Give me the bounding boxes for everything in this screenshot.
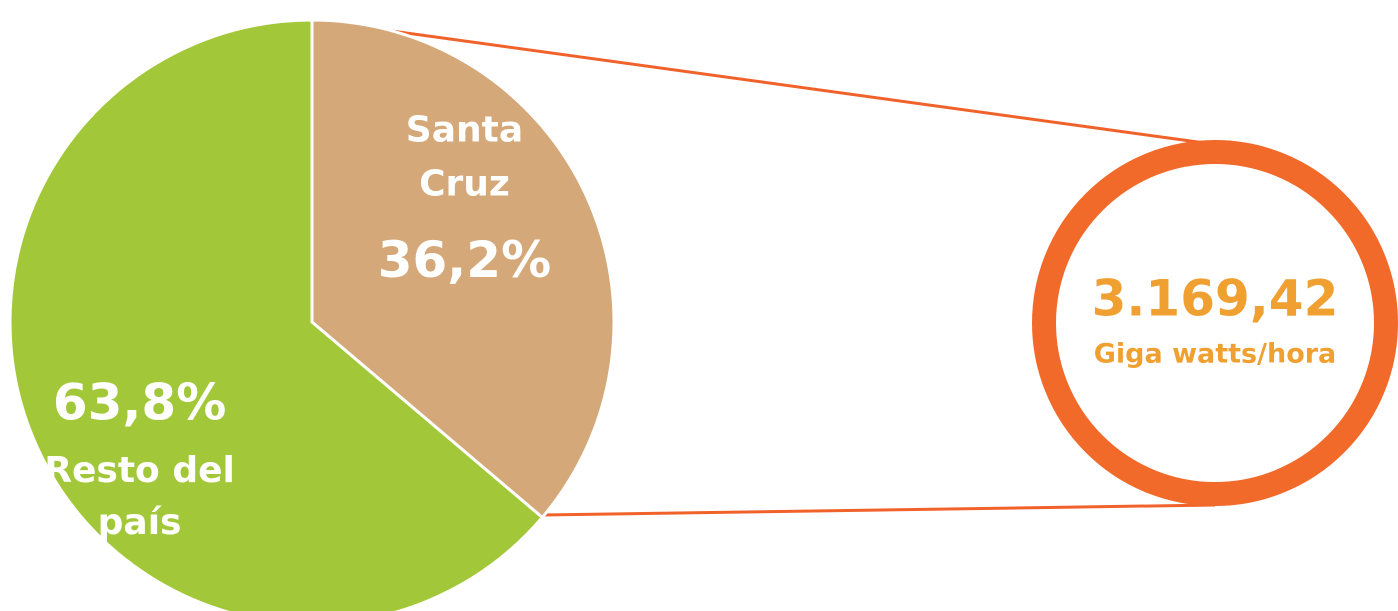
slice-label: Resto del país [44,450,235,543]
slice-label-line: Cruz [419,163,510,204]
slice-label-line: Resto del [44,450,235,491]
pie [8,18,616,611]
callout-unit: Giga watts/hora [1094,339,1337,370]
callout-ring [1032,140,1398,506]
slice-label-line: país [98,502,182,543]
callout-line [311,18,1206,145]
callout-line [541,503,1216,517]
value-label: 36,2% [378,231,551,289]
callout-value: 3.169,42 [1092,270,1339,328]
pie-slice [8,18,545,611]
slice-label-line: Santa [406,109,523,150]
slice-label: Santa Cruz [406,109,523,204]
value-label: 63,8% [53,373,226,431]
pie-slice [310,18,616,520]
callout-lines [311,18,1216,517]
